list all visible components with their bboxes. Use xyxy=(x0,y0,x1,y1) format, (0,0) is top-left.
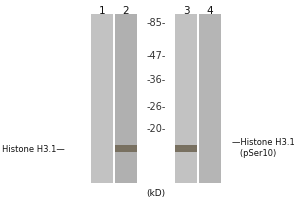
Bar xyxy=(91,14,113,183)
Text: 1: 1 xyxy=(99,6,105,16)
Text: -36-: -36- xyxy=(146,75,166,85)
Bar xyxy=(115,149,137,150)
Bar xyxy=(115,147,137,148)
Bar xyxy=(175,151,197,152)
Text: -26-: -26- xyxy=(146,102,166,112)
Text: —Histone H3.1
   (pSer10): —Histone H3.1 (pSer10) xyxy=(232,138,295,158)
Text: (kD): (kD) xyxy=(146,189,166,198)
Bar xyxy=(175,150,197,151)
Bar xyxy=(175,146,197,147)
Bar xyxy=(115,148,137,149)
Text: -20-: -20- xyxy=(146,124,166,134)
Bar xyxy=(175,146,197,151)
Bar xyxy=(175,14,197,183)
Bar xyxy=(175,145,197,146)
Bar xyxy=(175,148,197,149)
Text: 3: 3 xyxy=(183,6,189,16)
Text: 4: 4 xyxy=(207,6,213,16)
Bar xyxy=(115,146,137,151)
Text: 2: 2 xyxy=(123,6,129,16)
Text: -47-: -47- xyxy=(146,51,166,61)
Bar xyxy=(175,149,197,150)
Bar xyxy=(115,146,137,147)
Bar xyxy=(115,14,137,183)
Bar xyxy=(175,147,197,148)
Bar xyxy=(199,14,221,183)
Bar xyxy=(115,151,137,152)
Bar xyxy=(115,150,137,151)
Text: Histone H3.1—: Histone H3.1— xyxy=(2,144,64,154)
Bar xyxy=(115,145,137,146)
Text: -85-: -85- xyxy=(146,18,166,28)
